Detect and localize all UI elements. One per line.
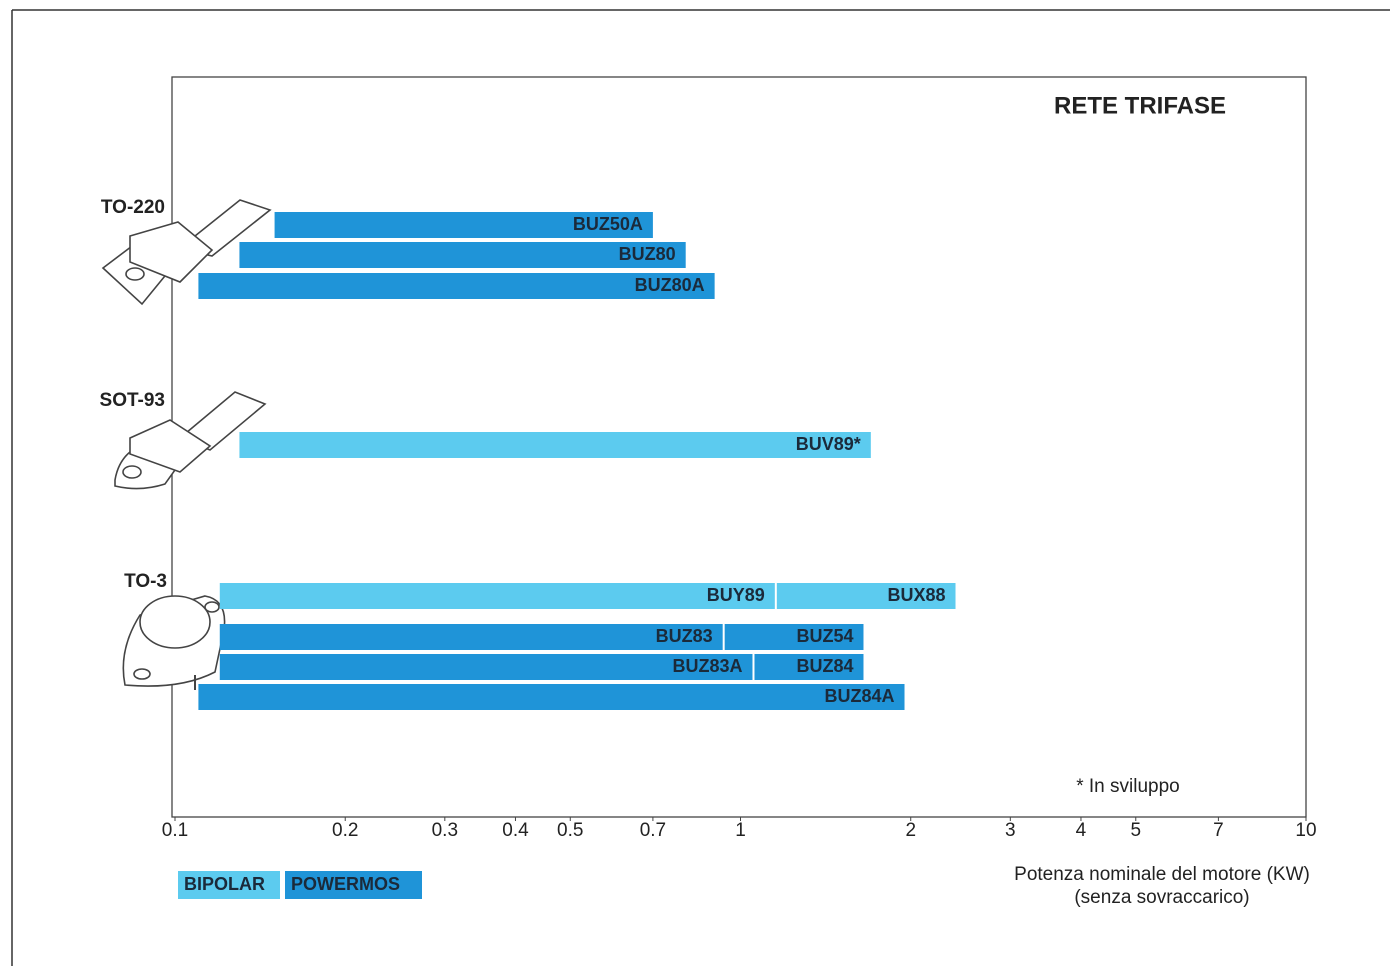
bar-label: BUZ54 [796, 626, 853, 646]
bar-label: BUZ80 [619, 244, 676, 264]
x-tick-label: 0.1 [162, 820, 188, 841]
x-tick-label: 4 [1076, 820, 1087, 841]
bar-label: BUY89 [707, 585, 765, 605]
bar-label: BUZ83 [656, 626, 713, 646]
bar-label: BUV89* [796, 434, 861, 454]
package-icon [101, 199, 272, 306]
bar [198, 273, 715, 299]
chart-title: RETE TRIFASE [1054, 92, 1226, 119]
group-label: TO-220 [101, 197, 165, 218]
x-axis-label: Potenza nominale del motore (KW) [1014, 864, 1310, 885]
bar [274, 212, 653, 238]
x-tick-label: 0.4 [502, 820, 529, 841]
bar [219, 654, 753, 680]
bar-label: BUZ84A [824, 686, 894, 706]
x-tick-label: 10 [1295, 820, 1316, 841]
x-tick-label: 0.5 [557, 820, 583, 841]
package-icon [122, 595, 226, 690]
package-icon [114, 391, 267, 490]
x-tick-label: 0.3 [432, 820, 458, 841]
legend-label: POWERMOS [291, 874, 400, 894]
bar-label: BUZ80A [635, 275, 705, 295]
x-axis-label: (senza sovraccarico) [1074, 887, 1249, 908]
bar [198, 684, 905, 710]
bar [239, 242, 686, 268]
x-tick-label: 3 [1005, 820, 1016, 841]
bar [239, 432, 871, 458]
legend-swatch [285, 871, 422, 899]
group-label: SOT-93 [100, 390, 165, 411]
bar [219, 583, 775, 609]
x-tick-label: 0.7 [640, 820, 666, 841]
legend-swatch [178, 871, 280, 899]
legend-label: BIPOLAR [184, 874, 265, 894]
x-tick-label: 2 [905, 820, 916, 841]
x-tick-label: 7 [1213, 820, 1224, 841]
bar-label: BUZ50A [573, 214, 643, 234]
bar-label: BUZ83A [672, 656, 742, 676]
bar [754, 654, 864, 680]
bar [219, 624, 723, 650]
bar [776, 583, 956, 609]
bar-label: BUZ84 [796, 656, 853, 676]
annotation: * In sviluppo [1076, 776, 1180, 797]
x-tick-label: 0.2 [332, 820, 358, 841]
bar [724, 624, 864, 650]
x-tick-label: 1 [735, 820, 746, 841]
group-label: TO-3 [124, 571, 167, 592]
x-tick-label: 5 [1130, 820, 1141, 841]
bar-label: BUX88 [887, 585, 945, 605]
